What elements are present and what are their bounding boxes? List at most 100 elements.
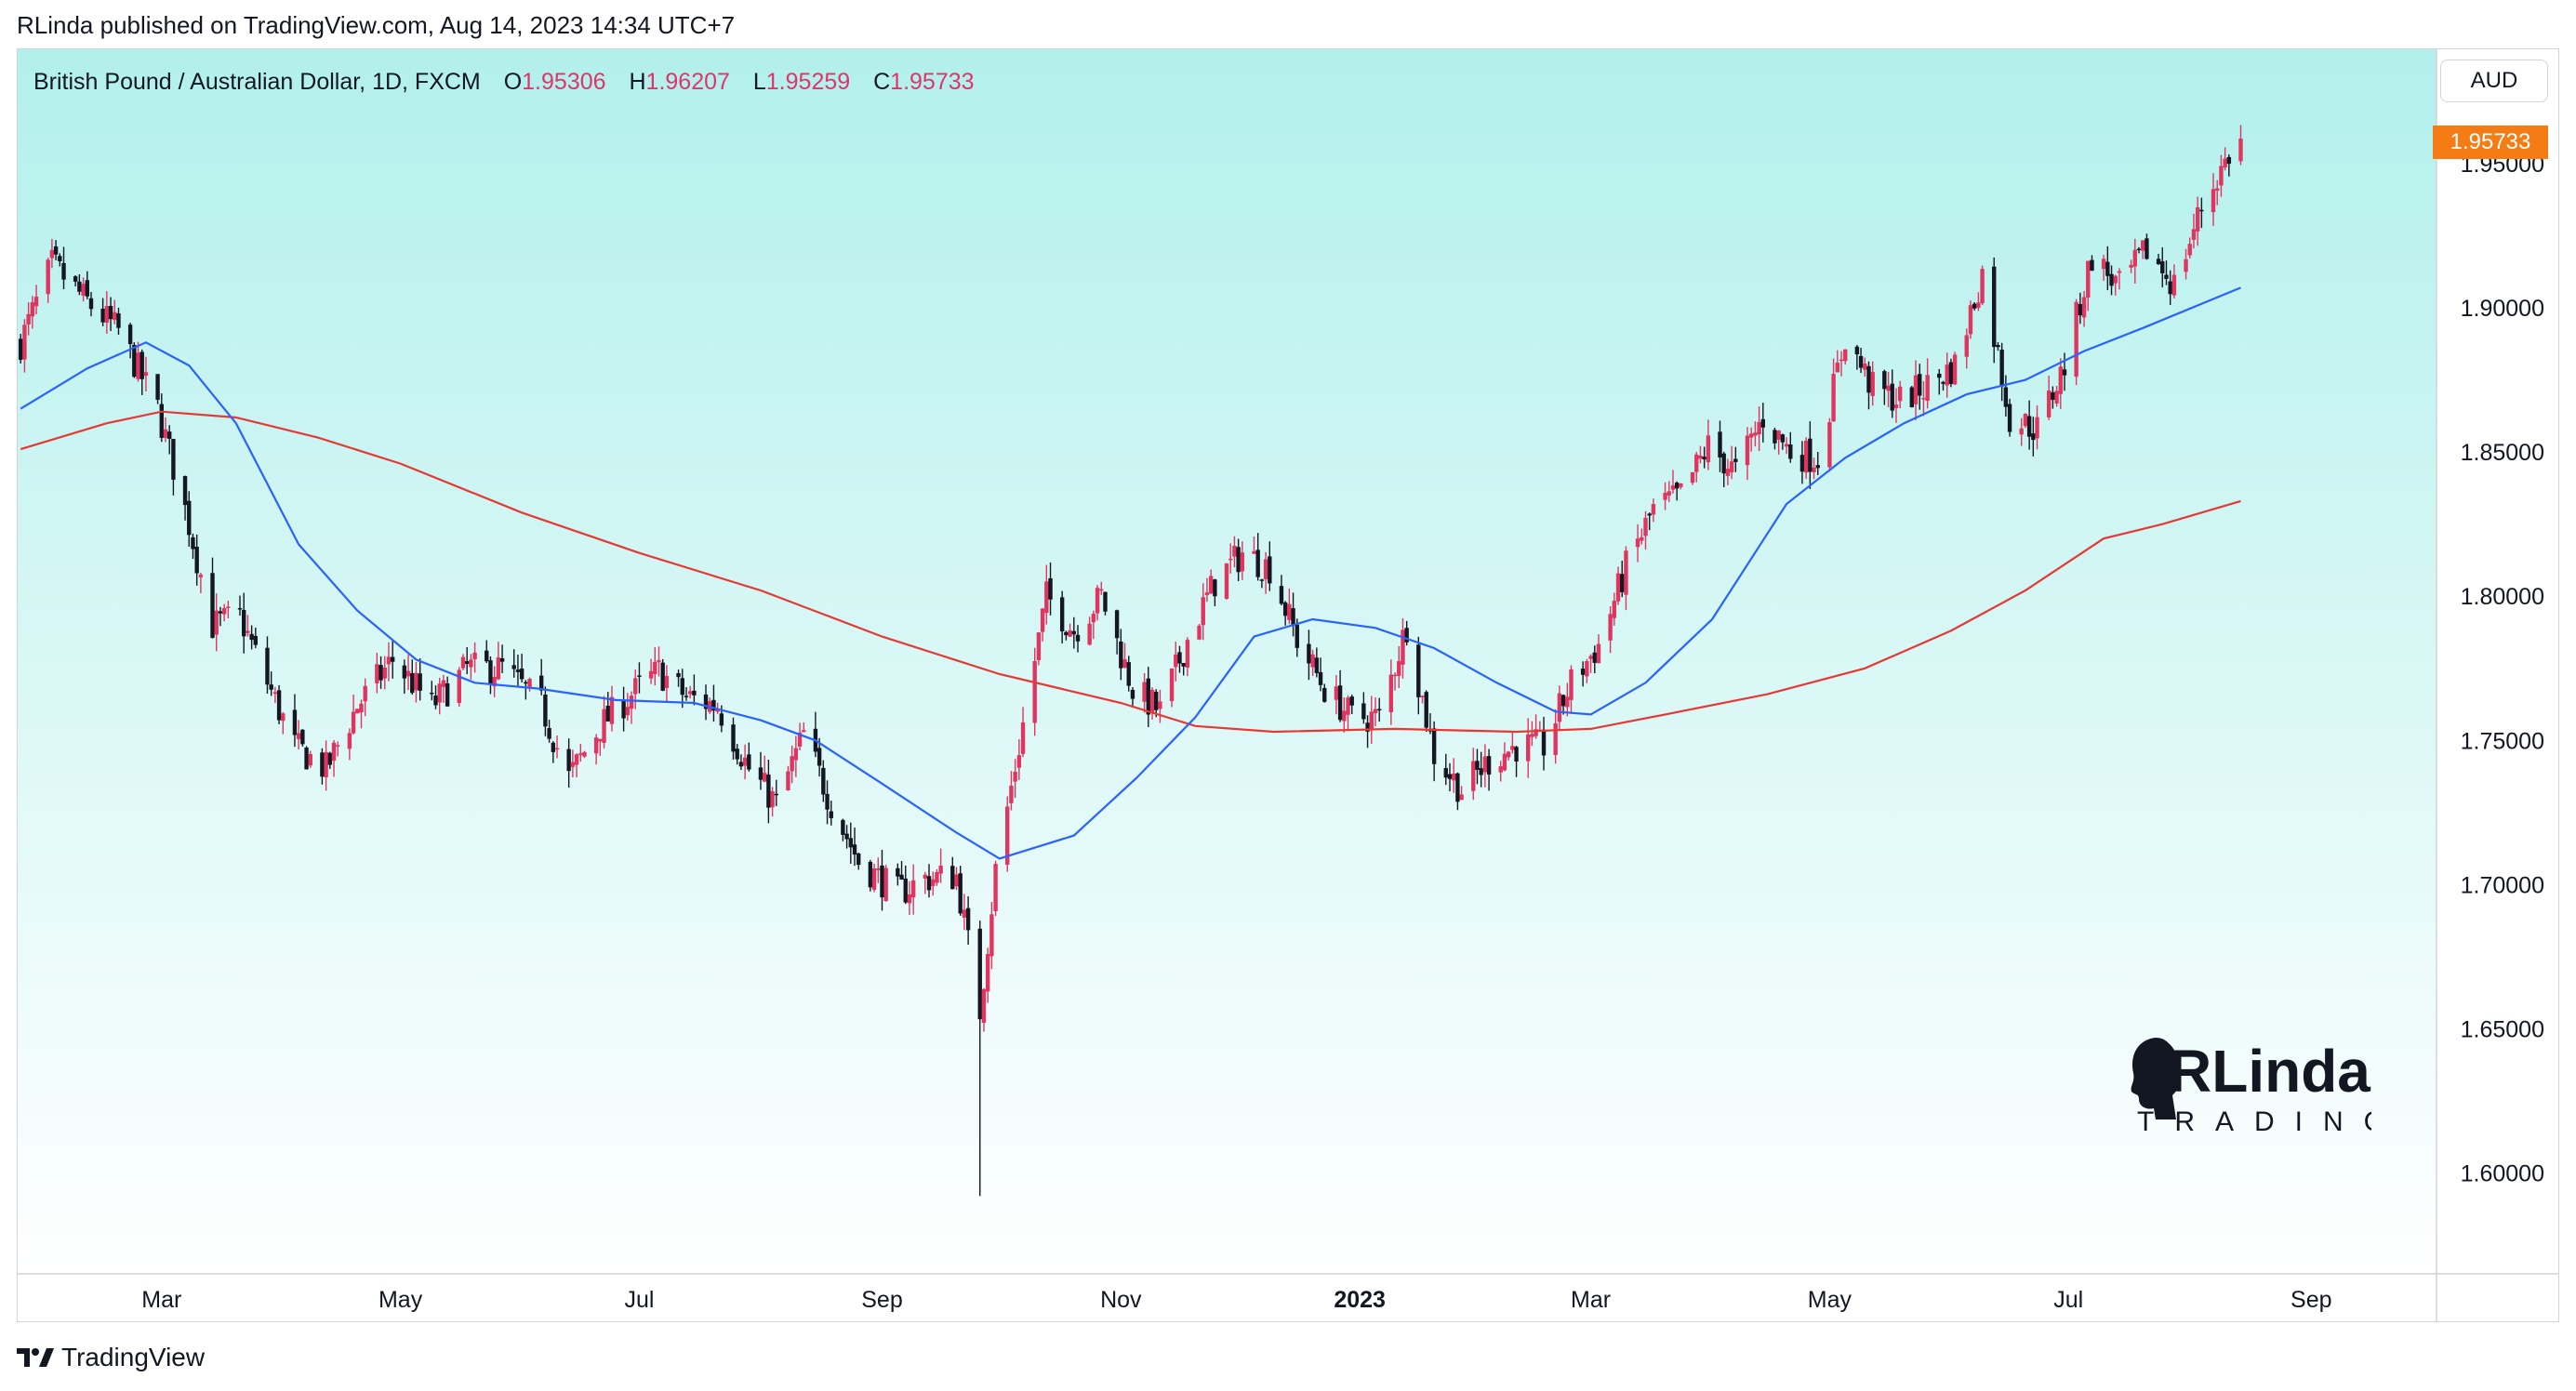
candle-bull	[2086, 260, 2091, 298]
candle-bull	[1569, 669, 1573, 700]
candle-bull	[1036, 632, 1042, 661]
candle-bear	[848, 838, 854, 848]
candle-bull	[363, 685, 367, 702]
logo-line2: TRADING	[2137, 1106, 2371, 1137]
candle-bear	[2090, 259, 2094, 272]
candle-bear	[2168, 281, 2172, 295]
candle-bull	[1839, 359, 1844, 362]
candle-bear	[1361, 703, 1366, 720]
candle-bull	[1921, 398, 1926, 400]
price-tick-label: 1.75000	[2461, 728, 2544, 754]
candle-bull	[1369, 711, 1374, 729]
candle-bull	[1005, 806, 1010, 865]
time-tick-label: May	[1808, 1287, 1852, 1313]
candle-bear	[977, 928, 982, 1020]
candle-bear	[1295, 624, 1299, 648]
candle-bull	[46, 259, 50, 295]
candle-bull	[1174, 654, 1178, 668]
candle-bull	[1420, 696, 1425, 697]
candle-bear	[187, 500, 192, 536]
candle-bull	[633, 678, 638, 695]
candle-bear	[543, 695, 548, 727]
candle-bear	[1858, 355, 1864, 368]
candle-bull	[2081, 297, 2087, 318]
candle-bear	[1918, 374, 1922, 396]
ma-fast-line	[20, 286, 2241, 860]
candle-bull	[1032, 661, 1037, 723]
candle-bear	[1322, 687, 1327, 702]
candle-bear	[85, 280, 89, 297]
candle-bear	[1146, 678, 1150, 715]
candle-bear	[519, 669, 524, 680]
candle-bear	[1075, 634, 1081, 642]
candle-bear	[1279, 586, 1284, 604]
candle-bear	[1780, 434, 1786, 443]
candle-bear	[327, 752, 333, 765]
candle-bear	[1909, 387, 1915, 407]
candle-bull	[574, 754, 579, 765]
price-chart[interactable]: 1.950001.900001.850001.800001.750001.700…	[17, 48, 2559, 1322]
candle-bear	[159, 404, 164, 438]
candle-bear	[1475, 761, 1480, 770]
candle-bear	[1314, 657, 1320, 673]
candle-bear	[171, 439, 176, 480]
candle-bear	[524, 682, 528, 684]
candle-bull	[1534, 729, 1538, 736]
candle-bull	[1608, 614, 1613, 641]
candle-bear	[703, 694, 709, 709]
candle-bear	[464, 661, 470, 665]
candle-bear	[132, 344, 137, 378]
candle-bear	[1349, 696, 1354, 706]
candle-bear	[402, 665, 407, 679]
price-tick-label: 1.60000	[2461, 1160, 2544, 1186]
candle-bull	[1044, 581, 1049, 614]
candle-bull	[1388, 674, 1394, 713]
candle-bull	[460, 656, 466, 669]
candle-bull	[883, 868, 888, 902]
candle-bull	[1729, 461, 1734, 472]
candle-bull	[1615, 573, 1621, 602]
candle-bear	[1760, 418, 1766, 428]
candle-bull	[1925, 375, 1930, 402]
open-label: O	[503, 69, 523, 95]
candle-bull	[1204, 592, 1210, 595]
candle-bull	[308, 753, 312, 766]
candle-bull	[1893, 404, 1899, 409]
candle-bear	[1941, 381, 1945, 384]
symbol-legend: British Pound / Australian Dollar, 1D, F…	[33, 69, 975, 96]
high-value: 1.96207	[645, 69, 730, 95]
candle-bear	[378, 665, 383, 681]
candle-bear	[1103, 591, 1108, 612]
candle-bull	[324, 751, 328, 777]
candle-bull	[1471, 761, 1476, 791]
candle-bear	[2062, 369, 2067, 376]
candle-bear	[1213, 579, 1217, 597]
candle-bull	[214, 610, 219, 635]
candle-bull	[1020, 722, 1026, 754]
chart-frame[interactable]: 1.95000 1.90000 1.85000 1.80000 1.75000 1.700…	[17, 48, 2559, 1322]
candle-bear	[1514, 747, 1519, 762]
candle-bear	[155, 374, 160, 400]
candle-bull	[1334, 686, 1339, 700]
candle-bull	[1557, 693, 1562, 722]
tradingview-footer[interactable]: TradingView	[17, 1343, 205, 1372]
candle-bull	[1980, 269, 1985, 304]
ma-slow-line	[20, 410, 2241, 734]
low-value: 1.95259	[765, 69, 851, 95]
candle-bull	[49, 249, 55, 258]
candle-bull	[296, 733, 301, 739]
candle-bear	[1948, 362, 1954, 384]
candle-bear	[58, 256, 62, 261]
candle-bear	[116, 313, 121, 328]
candle-bear	[1119, 641, 1123, 669]
candle-bear	[2105, 261, 2110, 276]
candle-bear	[1377, 709, 1382, 711]
candle-bull	[1757, 421, 1761, 435]
currency-button[interactable]: AUD	[2440, 60, 2548, 102]
time-tick-label: Sep	[861, 1287, 902, 1313]
candle-bull	[762, 773, 767, 782]
price-tick-label: 1.90000	[2461, 296, 2544, 322]
candle-bear	[844, 833, 849, 840]
candle-bear	[2109, 273, 2114, 286]
candle-bull	[1498, 766, 1503, 773]
